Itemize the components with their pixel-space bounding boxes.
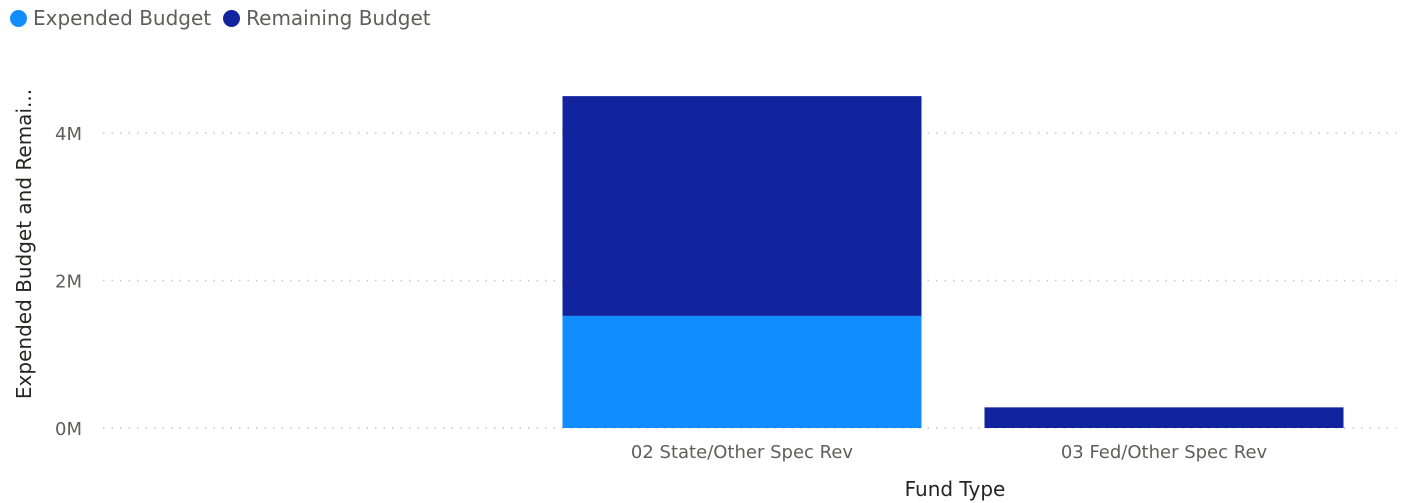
bar-remaining[interactable] xyxy=(562,96,922,316)
bars xyxy=(562,96,1344,428)
bar-remaining[interactable] xyxy=(984,407,1344,428)
x-axis-title: Fund Type xyxy=(905,477,1006,501)
x-tick-label: 02 State/Other Spec Rev xyxy=(631,442,853,463)
chart-legend: Expended Budget Remaining Budget xyxy=(10,6,443,30)
legend-swatch-remaining xyxy=(223,9,241,27)
legend-swatch-expended xyxy=(10,9,27,27)
legend-item-remaining[interactable]: Remaining Budget xyxy=(223,6,431,30)
x-axis-ticks: 02 State/Other Spec Rev 03 Fed/Other Spec… xyxy=(631,442,1268,463)
legend-label-expended: Expended Budget xyxy=(33,6,212,30)
y-tick-label: 2M xyxy=(55,272,82,293)
legend-item-expended[interactable]: Expended Budget xyxy=(10,6,211,30)
y-axis-title: Expended Budget and Remai... xyxy=(12,89,36,399)
bar-expended[interactable] xyxy=(562,315,922,428)
y-tick-label: 4M xyxy=(55,124,82,145)
x-tick-label: 03 Fed/Other Spec Rev xyxy=(1061,442,1268,463)
y-axis-ticks: 0M 2M 4M xyxy=(55,124,82,440)
y-tick-label: 0M xyxy=(55,419,82,440)
legend-label-remaining: Remaining Budget xyxy=(246,6,431,30)
